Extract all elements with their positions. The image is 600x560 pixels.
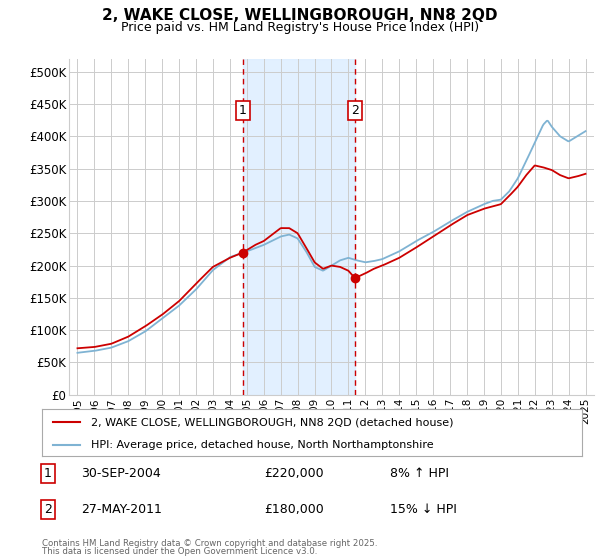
Bar	[242, 59, 355, 395]
Text: HPI: Average price, detached house, North Northamptonshire: HPI: Average price, detached house, Nort…	[91, 440, 433, 450]
Text: 1: 1	[44, 466, 52, 480]
Text: £180,000: £180,000	[264, 503, 324, 516]
Text: £220,000: £220,000	[264, 466, 323, 480]
Text: 1: 1	[239, 104, 247, 117]
Text: 2, WAKE CLOSE, WELLINGBOROUGH, NN8 2QD (detached house): 2, WAKE CLOSE, WELLINGBOROUGH, NN8 2QD (…	[91, 417, 453, 427]
Text: This data is licensed under the Open Government Licence v3.0.: This data is licensed under the Open Gov…	[42, 547, 317, 556]
Text: 2, WAKE CLOSE, WELLINGBOROUGH, NN8 2QD: 2, WAKE CLOSE, WELLINGBOROUGH, NN8 2QD	[102, 8, 498, 24]
Text: 2: 2	[351, 104, 359, 117]
Text: 8% ↑ HPI: 8% ↑ HPI	[390, 466, 449, 480]
Text: 30-SEP-2004: 30-SEP-2004	[81, 466, 161, 480]
Text: 15% ↓ HPI: 15% ↓ HPI	[390, 503, 457, 516]
Text: Contains HM Land Registry data © Crown copyright and database right 2025.: Contains HM Land Registry data © Crown c…	[42, 539, 377, 548]
Text: Price paid vs. HM Land Registry's House Price Index (HPI): Price paid vs. HM Land Registry's House …	[121, 21, 479, 34]
Text: 2: 2	[44, 503, 52, 516]
Text: 27-MAY-2011: 27-MAY-2011	[81, 503, 162, 516]
